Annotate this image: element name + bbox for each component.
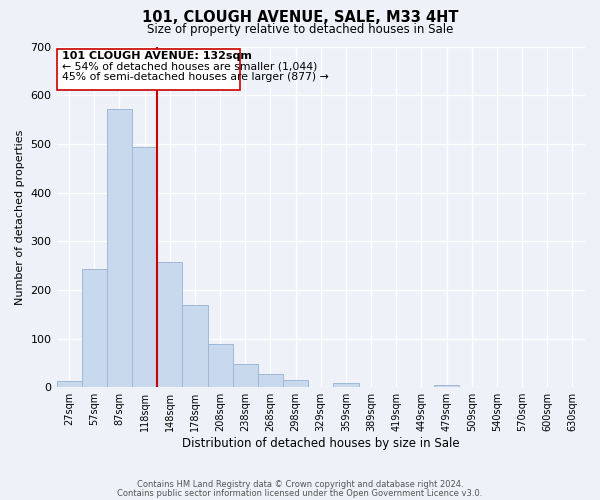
Bar — [233, 364, 258, 387]
Bar — [157, 262, 182, 387]
Text: 45% of semi-detached houses are larger (877) →: 45% of semi-detached houses are larger (… — [62, 72, 329, 82]
Text: 101, CLOUGH AVENUE, SALE, M33 4HT: 101, CLOUGH AVENUE, SALE, M33 4HT — [142, 10, 458, 25]
Text: Size of property relative to detached houses in Sale: Size of property relative to detached ho… — [147, 22, 453, 36]
Bar — [56, 382, 82, 387]
Bar — [283, 380, 308, 387]
Bar — [107, 109, 132, 387]
FancyBboxPatch shape — [56, 49, 240, 90]
Text: Contains HM Land Registry data © Crown copyright and database right 2024.: Contains HM Land Registry data © Crown c… — [137, 480, 463, 489]
Bar — [258, 374, 283, 387]
Text: Contains public sector information licensed under the Open Government Licence v3: Contains public sector information licen… — [118, 488, 482, 498]
Text: 101 CLOUGH AVENUE: 132sqm: 101 CLOUGH AVENUE: 132sqm — [62, 50, 252, 60]
Bar — [82, 269, 107, 387]
Bar — [132, 148, 157, 387]
Bar — [182, 306, 208, 387]
X-axis label: Distribution of detached houses by size in Sale: Distribution of detached houses by size … — [182, 437, 460, 450]
Bar — [334, 384, 359, 387]
Bar — [208, 344, 233, 387]
Y-axis label: Number of detached properties: Number of detached properties — [15, 129, 25, 304]
Text: ← 54% of detached houses are smaller (1,044): ← 54% of detached houses are smaller (1,… — [62, 62, 317, 72]
Bar — [434, 385, 459, 387]
